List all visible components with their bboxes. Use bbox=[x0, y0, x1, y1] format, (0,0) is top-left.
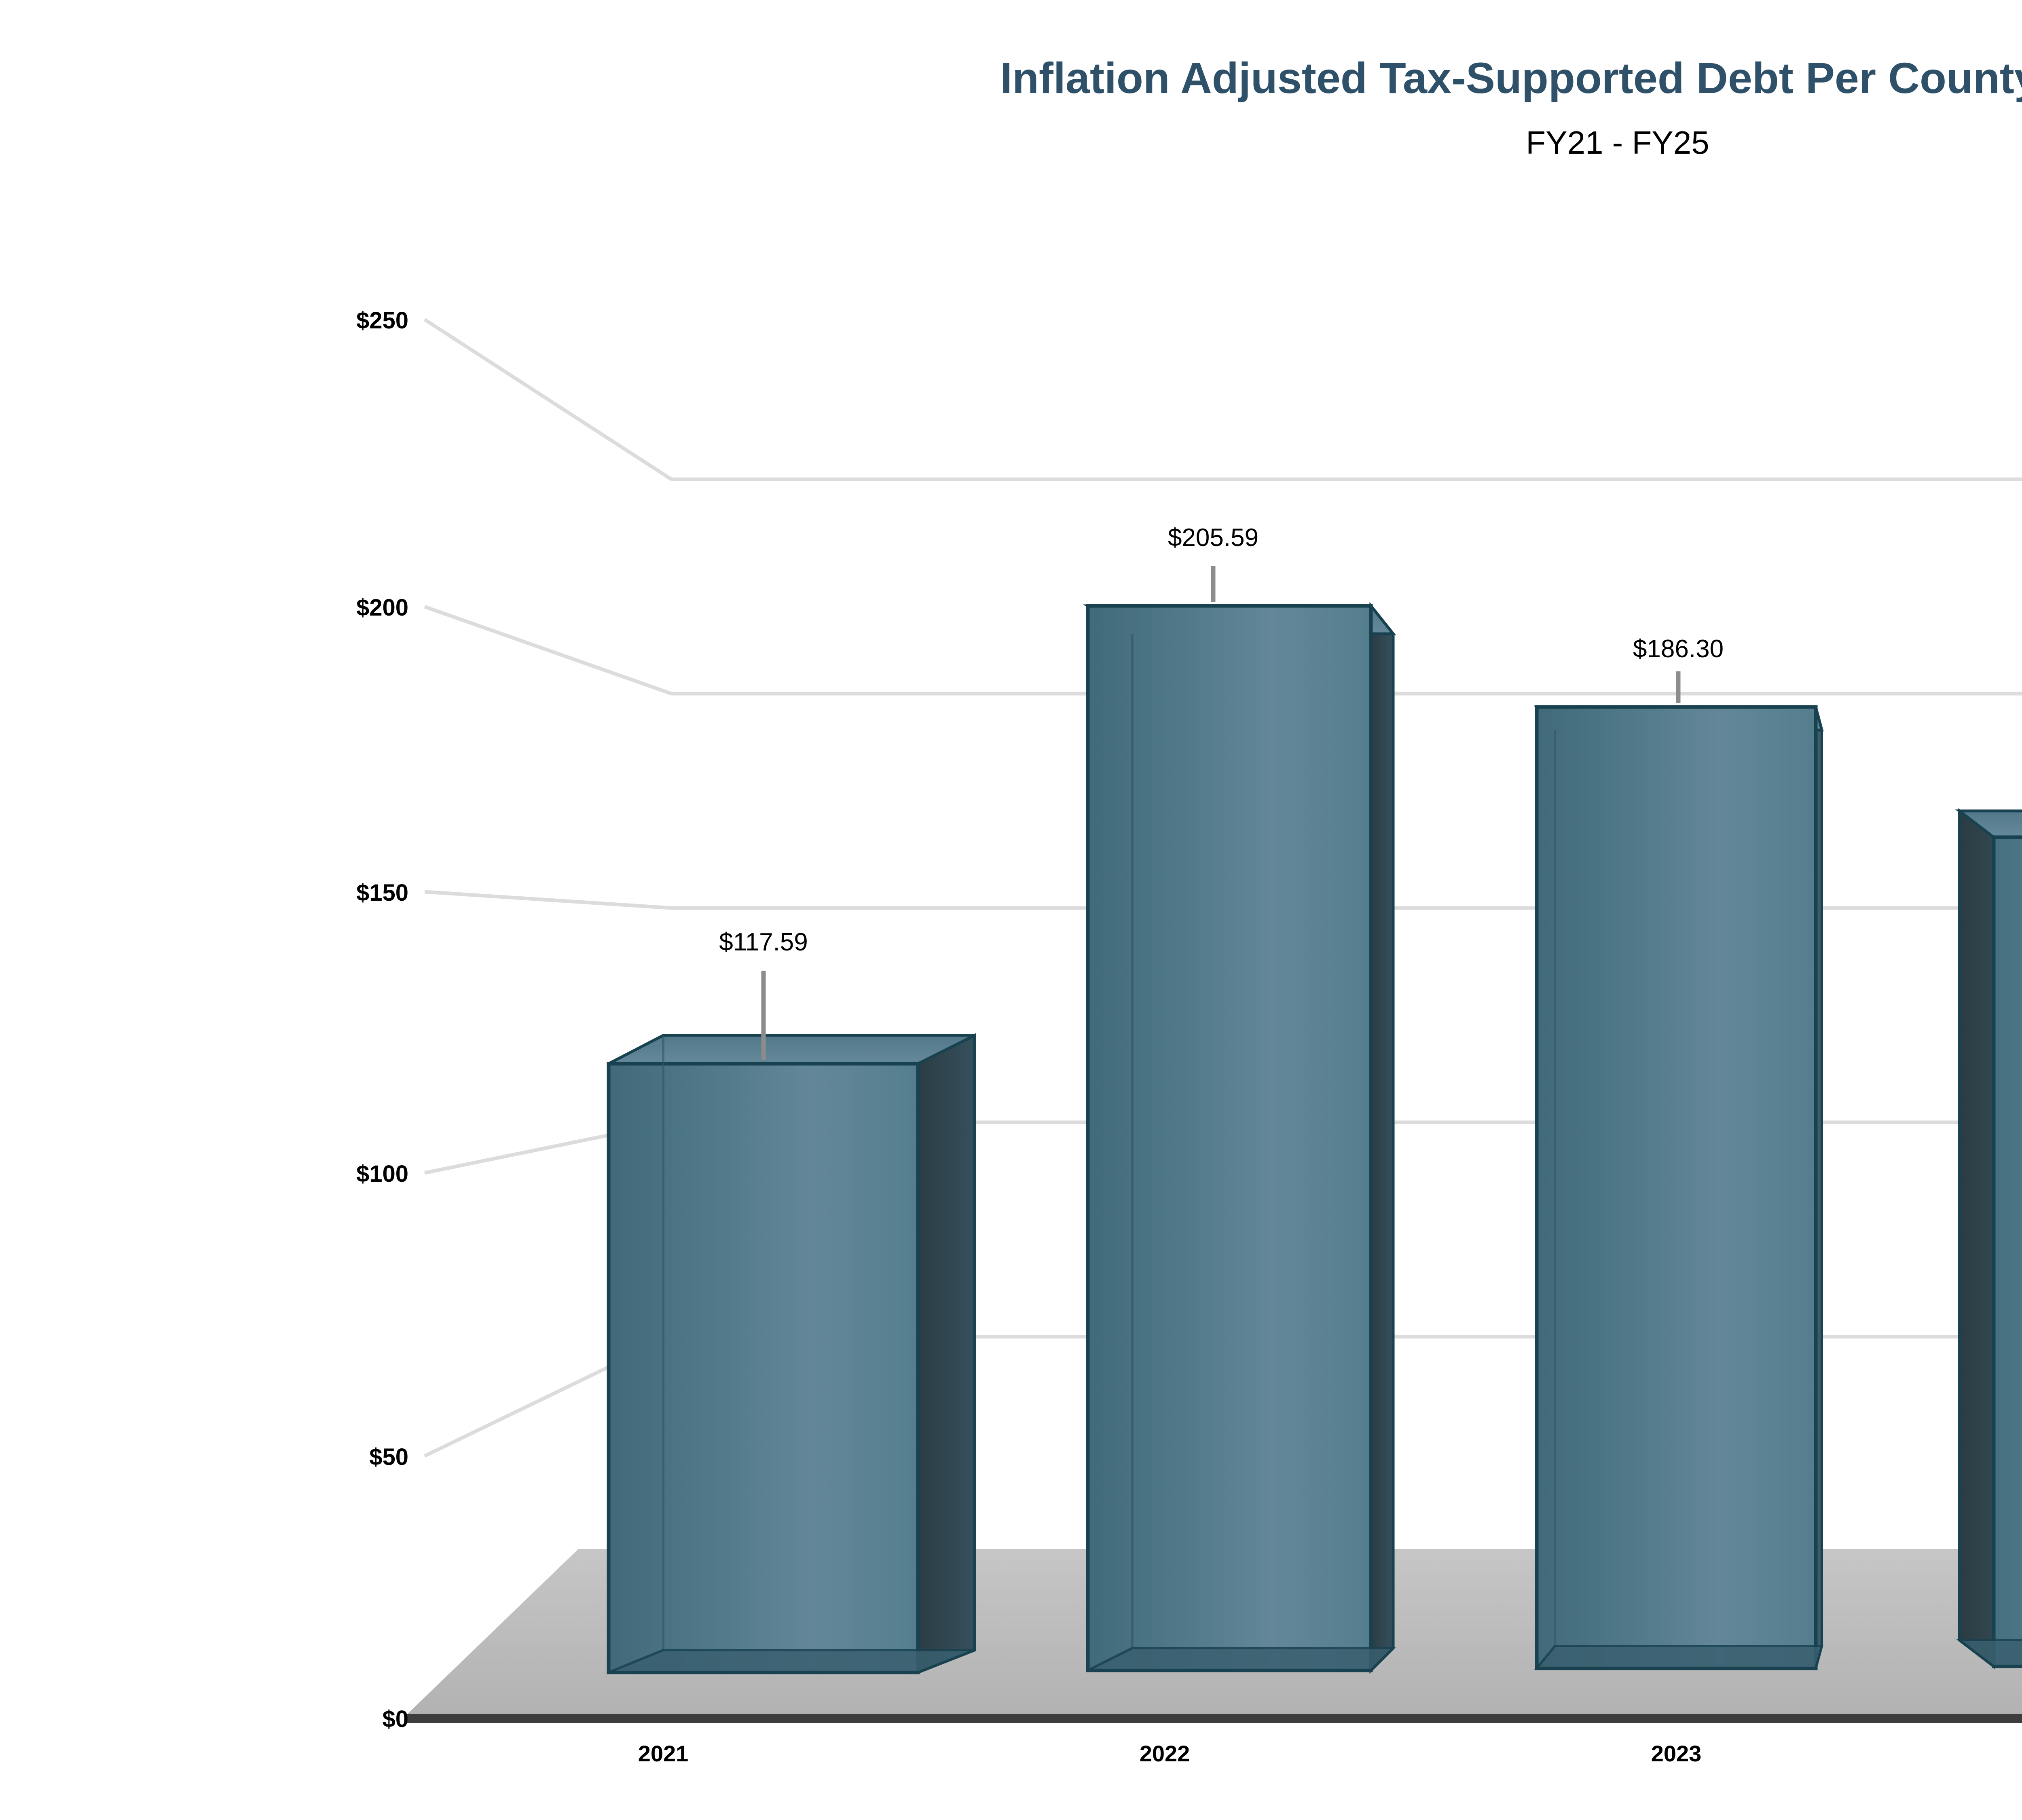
y-tick-label-50: $50 bbox=[369, 1444, 408, 1470]
bar-2022-side-face bbox=[1369, 601, 1395, 1674]
axis-baseline bbox=[404, 1714, 2022, 1723]
bar-2022[interactable]: $205.59 bbox=[1083, 524, 1396, 1674]
gridline-250-connector bbox=[423, 318, 673, 481]
bar-2021-side-face bbox=[916, 1033, 976, 1675]
bar-2024-base-face bbox=[1956, 1639, 2022, 1668]
bar-2022-value-label: $205.59 bbox=[1168, 524, 1258, 552]
x-tick-label-2022: 2022 bbox=[1140, 1741, 1190, 1766]
y-tick-label-0: $0 bbox=[382, 1706, 408, 1732]
chart-title: Inflation Adjusted Tax-Supported Debt Pe… bbox=[1000, 53, 2022, 102]
bar-2023[interactable]: $186.30 bbox=[1533, 635, 1824, 1670]
bar-2021-base-face bbox=[608, 1649, 975, 1674]
gridline-200-connector bbox=[424, 605, 672, 696]
bar-2021-front-face bbox=[607, 1062, 920, 1674]
gridline-150-connector bbox=[424, 890, 672, 910]
y-tick-label-100: $100 bbox=[356, 1161, 408, 1187]
y-axis-labels: $250 $200 $150 $100 $50 $0 bbox=[356, 307, 408, 1732]
bar-2021-value-label: $117.59 bbox=[719, 928, 808, 956]
bar-2022-front-face bbox=[1086, 604, 1373, 1672]
bar-2023-front-face bbox=[1535, 705, 1818, 1670]
bar-2021[interactable]: $117.59 bbox=[607, 928, 976, 1675]
bar-2024[interactable]: $163.61 bbox=[1955, 783, 2022, 1670]
bar-2023-value-label: $186.30 bbox=[1633, 635, 1724, 663]
bar-2023-base-face bbox=[1534, 1645, 1823, 1670]
x-axis-labels: 2021 2022 2023 2024 2025 bbox=[638, 1741, 1702, 1766]
chart-subtitle: FY21 - FY25 bbox=[1526, 125, 1709, 161]
x-tick-label-2021: 2021 bbox=[638, 1741, 689, 1766]
bar-2024-side-face bbox=[1958, 808, 1995, 1670]
bar-2022-base-face bbox=[1087, 1647, 1396, 1672]
y-tick-label-250: $250 bbox=[356, 307, 408, 334]
x-tick-label-2023: 2023 bbox=[1651, 1741, 1702, 1766]
bar-2024-top-face bbox=[1955, 809, 2022, 839]
y-tick-label-200: $200 bbox=[356, 595, 408, 621]
bar-2024-front-face bbox=[1992, 835, 2022, 1668]
y-tick-label-150: $150 bbox=[356, 880, 408, 906]
